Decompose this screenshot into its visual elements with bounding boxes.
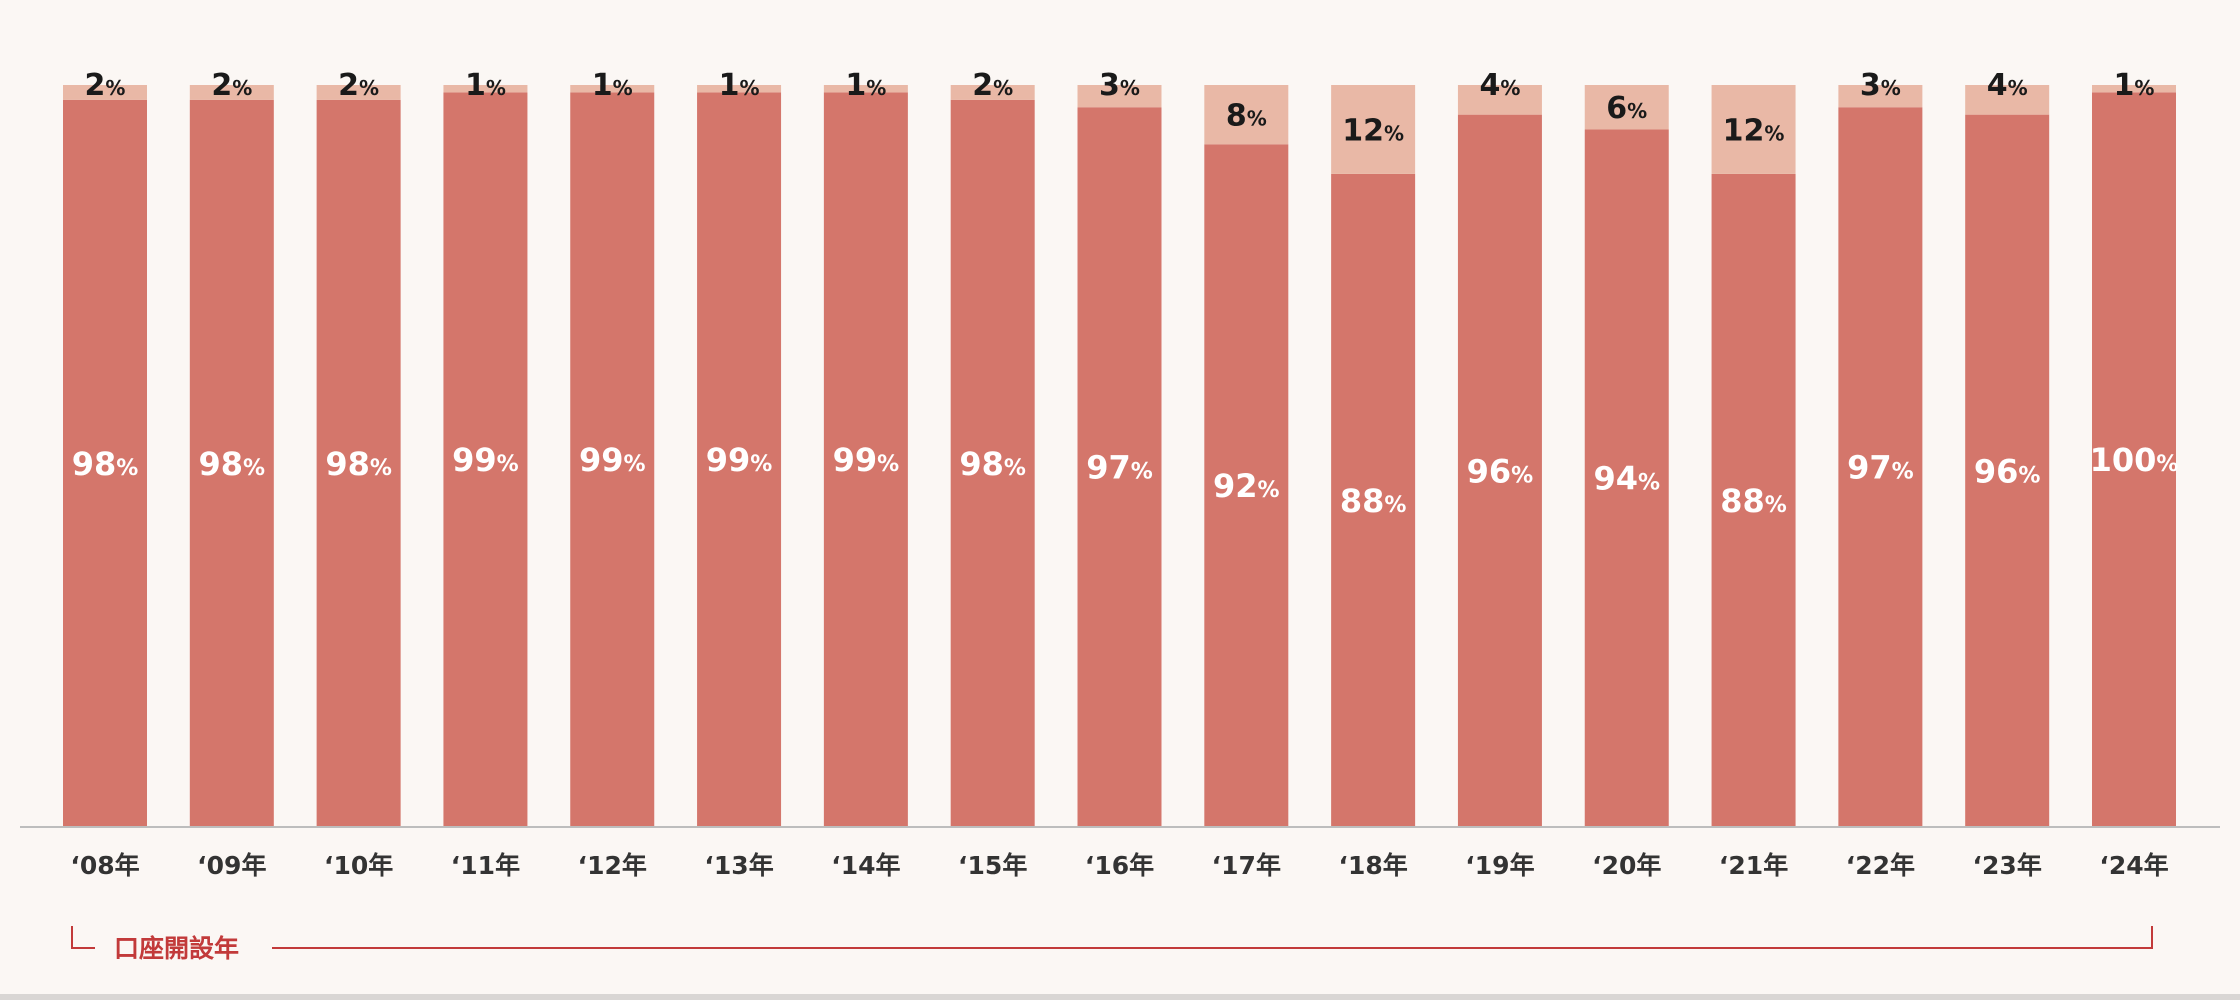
bar-primary <box>950 99 1035 826</box>
value-label-secondary: 8% <box>1226 99 1267 134</box>
value-label-secondary: 1% <box>845 68 886 103</box>
value-label-secondary: 2% <box>211 68 252 103</box>
category-axis-title: 口座開設年 <box>114 934 239 963</box>
bar-primary <box>443 92 528 826</box>
value-label-primary: 99% <box>833 441 900 479</box>
bar-primary <box>697 92 782 826</box>
bar-primary <box>1077 107 1162 827</box>
bar-primary <box>1838 107 1923 827</box>
category-tick-label: ‘16年 <box>1085 851 1154 880</box>
value-label-primary: 98% <box>72 445 139 483</box>
category-tick-label: ‘14年 <box>831 851 900 880</box>
bottom-strip <box>0 994 2240 1000</box>
bar-secondary <box>63 85 147 100</box>
bar-secondary <box>1838 85 1923 108</box>
bars-layer <box>63 85 2176 827</box>
value-label-secondary: 1% <box>2114 68 2155 103</box>
value-label-primary: 100% <box>2090 441 2179 479</box>
category-axis-bracket: 口座開設年 <box>71 926 2153 963</box>
category-tick-label: ‘18年 <box>1338 851 1407 880</box>
bar-primary <box>1965 114 2050 826</box>
category-tick-label: ‘20年 <box>1592 851 1661 880</box>
bar-secondary <box>1584 85 1669 130</box>
bar-secondary <box>443 85 528 93</box>
category-tick-label: ‘15年 <box>958 851 1027 880</box>
value-label-primary: 99% <box>579 441 646 479</box>
value-label-primary: 98% <box>325 445 392 483</box>
value-label-primary: 92% <box>1213 467 1280 505</box>
bar-primary <box>1457 114 1542 826</box>
category-tick-label: ‘09年 <box>197 851 266 880</box>
bar-primary <box>316 99 401 826</box>
bar-primary <box>1584 129 1669 826</box>
bar-primary <box>1331 173 1416 827</box>
bracket-right-line <box>272 926 2153 949</box>
bar-secondary <box>2092 85 2176 93</box>
value-label-secondary: 4% <box>1987 68 2028 103</box>
category-tick-label: ‘22年 <box>1846 851 1915 880</box>
category-tick-label: ‘08年 <box>70 851 139 880</box>
bar-primary <box>1711 173 1796 827</box>
bar-primary <box>189 99 274 826</box>
value-label-primary: 97% <box>1086 449 1153 487</box>
value-label-secondary: 6% <box>1606 91 1647 126</box>
value-label-primary: 97% <box>1847 449 1914 487</box>
category-tick-label: ‘19年 <box>1465 851 1534 880</box>
value-label-primary: 88% <box>1340 482 1407 520</box>
bar-secondary <box>1077 85 1162 108</box>
bar-primary <box>2092 92 2176 827</box>
category-tick-label: ‘23年 <box>1973 851 2042 880</box>
bar-secondary <box>189 85 274 100</box>
bar-secondary <box>570 85 655 93</box>
value-label-primary: 96% <box>1974 452 2041 490</box>
bar-secondary <box>950 85 1035 100</box>
category-tick-label: ‘21年 <box>1719 851 1788 880</box>
bar-secondary <box>1711 85 1796 174</box>
category-tick-label: ‘10年 <box>324 851 393 880</box>
value-labels-layer: 98% 2% 98% 2% 98% 2% 99% 1% 99% 1% 99% 1% 99% 1% 98% 2%… <box>72 68 2179 520</box>
bar-secondary <box>697 85 782 93</box>
bar-primary <box>570 92 655 826</box>
value-label-secondary: 2% <box>338 68 379 103</box>
value-label-secondary: 4% <box>1479 68 1520 103</box>
value-label-secondary: 12% <box>1342 113 1404 148</box>
value-label-primary: 98% <box>199 445 266 483</box>
value-label-primary: 98% <box>959 445 1026 483</box>
value-label-secondary: 3% <box>1099 68 1140 103</box>
value-label-secondary: 1% <box>465 68 506 103</box>
value-label-secondary: 1% <box>592 68 633 103</box>
bar-primary <box>823 92 908 826</box>
value-label-primary: 88% <box>1720 482 1787 520</box>
category-axis: ‘08年 ‘09年 ‘10年 ‘11年 ‘12年 ‘13年 ‘14年 ‘15年 ‘16年 ‘17年… <box>70 851 2168 880</box>
bar-primary <box>63 99 147 826</box>
bar-secondary <box>1965 85 2050 115</box>
bar-secondary <box>1457 85 1542 115</box>
category-tick-label: ‘24年 <box>2099 851 2168 880</box>
bar-secondary <box>316 85 401 100</box>
value-label-secondary: 3% <box>1860 68 1901 103</box>
value-label-secondary: 1% <box>719 68 760 103</box>
bar-secondary <box>1204 85 1289 145</box>
bar-secondary <box>823 85 908 93</box>
category-tick-label: ‘12年 <box>578 851 647 880</box>
category-tick-label: ‘13年 <box>704 851 773 880</box>
bar-secondary <box>1331 85 1416 174</box>
value-label-secondary: 2% <box>85 68 126 103</box>
value-label-primary: 99% <box>452 441 519 479</box>
category-tick-label: ‘11年 <box>451 851 520 880</box>
value-label-primary: 96% <box>1467 452 1534 490</box>
value-label-primary: 99% <box>706 441 773 479</box>
value-label-secondary: 12% <box>1723 113 1785 148</box>
value-label-secondary: 2% <box>972 68 1013 103</box>
bracket-left-line <box>71 926 95 949</box>
bar-primary <box>1204 144 1289 826</box>
category-tick-label: ‘17年 <box>1212 851 1281 880</box>
value-label-primary: 94% <box>1593 460 1660 498</box>
